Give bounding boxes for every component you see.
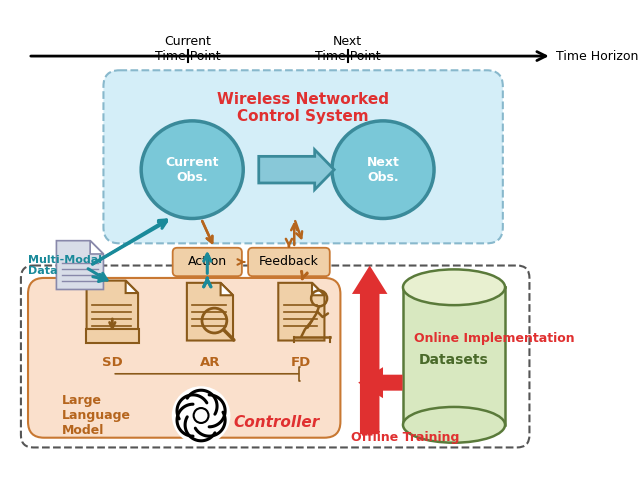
Polygon shape [86,330,139,343]
Text: Feedback: Feedback [259,255,319,269]
Text: Action: Action [188,255,227,269]
Polygon shape [312,283,324,295]
FancyArrow shape [259,150,334,189]
Text: FD: FD [291,356,312,369]
Ellipse shape [332,121,434,218]
Ellipse shape [403,270,505,305]
Text: Time Horizon: Time Horizon [556,50,639,62]
FancyBboxPatch shape [248,248,330,276]
Text: Controller: Controller [234,415,319,430]
FancyBboxPatch shape [28,278,340,438]
Polygon shape [56,241,104,289]
Text: Online Implementation: Online Implementation [414,332,575,345]
Text: AR: AR [200,356,220,369]
Polygon shape [278,283,324,340]
Text: Large
Language
Model: Large Language Model [61,394,131,437]
FancyBboxPatch shape [173,248,242,276]
Text: Next
Time Point: Next Time Point [315,35,380,63]
Bar [403,287,505,425]
FancyArrow shape [352,266,387,434]
Polygon shape [86,280,138,343]
Polygon shape [90,241,104,254]
Circle shape [172,386,230,445]
Ellipse shape [141,121,243,218]
Text: Current
Obs.: Current Obs. [166,155,219,184]
Text: Datasets: Datasets [419,353,489,368]
Text: Next
Obs.: Next Obs. [367,155,399,184]
FancyArrow shape [358,367,403,398]
Text: SD: SD [102,356,123,369]
Polygon shape [221,283,233,295]
Polygon shape [187,283,233,340]
Text: Offline Training: Offline Training [351,431,460,444]
Text: Multi-Modal
Data: Multi-Modal Data [28,255,102,277]
Ellipse shape [403,407,505,443]
Text: Current
Time Point: Current Time Point [155,35,221,63]
Text: Wireless Networked
Control System: Wireless Networked Control System [217,92,389,124]
Polygon shape [125,280,138,293]
FancyBboxPatch shape [104,70,503,244]
